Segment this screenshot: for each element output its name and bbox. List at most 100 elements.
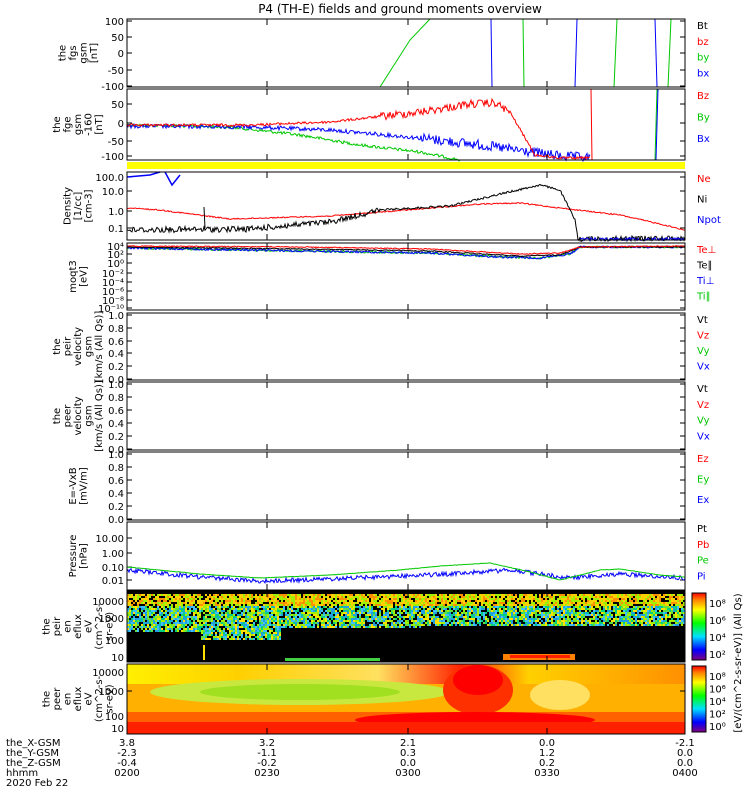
spectrogram-cell [249, 602, 251, 604]
y-tick-label: 50 [111, 100, 124, 111]
spectrogram-cell [583, 600, 585, 602]
spectrogram-cell [391, 626, 393, 628]
spectrogram-cell [579, 608, 581, 610]
spectrogram-cell [299, 598, 301, 600]
spectrogram-cell [461, 598, 463, 600]
spectrogram-cell [249, 604, 251, 606]
spectrogram-cell [447, 604, 449, 606]
spectrogram-cell [143, 618, 145, 620]
spectrogram-cell [655, 600, 657, 602]
spectrogram-cell [275, 598, 277, 600]
spectrogram-cell [181, 626, 183, 628]
spectrogram-cell [449, 596, 451, 598]
spectrogram-cell [609, 618, 611, 620]
spectrogram-cell [259, 606, 261, 608]
spectrogram-cell [403, 602, 405, 604]
spectrogram-cell [261, 614, 263, 616]
spectrogram-cell [411, 612, 413, 614]
spectrogram-cell [133, 606, 135, 608]
spectrogram-cell [459, 600, 461, 602]
spectrogram-cell [669, 600, 671, 602]
spectrogram-cell [305, 614, 307, 616]
spectrogram-cell [595, 602, 597, 604]
spectrogram-cell [373, 622, 375, 624]
spectrogram-cell [659, 604, 661, 606]
spectrogram-cell [493, 596, 495, 598]
spectrogram-cell [205, 630, 207, 632]
spectrogram-cell [259, 610, 261, 612]
panel-frame [126, 451, 686, 521]
spectrogram-cell [475, 616, 477, 618]
spectrogram-cell [489, 594, 491, 596]
spectrogram-cell [421, 604, 423, 606]
spectrogram-cell [601, 594, 603, 596]
spectrogram-cell [501, 606, 503, 608]
y-tick-label: 0.8 [108, 463, 124, 474]
spectrogram-cell [267, 596, 269, 598]
spectrogram-cell [127, 596, 129, 598]
spectrogram-cell [167, 616, 169, 618]
spectrogram-cell [197, 602, 199, 604]
spectrogram-cell [127, 618, 129, 620]
spectrogram-cell [159, 628, 161, 630]
spectrogram-cell [275, 626, 277, 628]
spectrogram-cell [431, 594, 433, 596]
spectrogram-cell [385, 606, 387, 608]
spectrogram-cell [519, 594, 521, 596]
spectrogram-cell [585, 612, 587, 614]
spectrogram-cell [355, 602, 357, 604]
spectrogram-cell [329, 622, 331, 624]
spectrogram-cell [333, 600, 335, 602]
spectrogram-cell [165, 598, 167, 600]
spectrogram-cell [503, 610, 505, 612]
spectrogram-cell [607, 614, 609, 616]
spectrogram-cell [199, 598, 201, 600]
spectrogram-cell [153, 624, 155, 626]
spectrogram-cell [213, 620, 215, 622]
spectrogram-cell [241, 618, 243, 620]
spectrogram-cell [629, 600, 631, 602]
spectrogram-cell [535, 618, 537, 620]
panel-frame [126, 663, 686, 735]
spectrogram-cell [491, 620, 493, 622]
spectrogram-cell [661, 596, 663, 598]
spectrogram-cell [567, 624, 569, 626]
spectrogram-cell [487, 624, 489, 626]
spectrogram-cell [491, 616, 493, 618]
spectrogram-cell [623, 606, 625, 608]
spectrogram-cell [607, 608, 609, 610]
spectrogram-cell [289, 594, 291, 596]
spectrogram-cell [243, 630, 245, 632]
spectrogram-cell [345, 608, 347, 610]
spectrogram-cell [635, 600, 637, 602]
spectrogram-cell [605, 598, 607, 600]
spectrogram-cell [561, 608, 563, 610]
spectrogram-cell [527, 594, 529, 596]
spectrogram-cell [241, 636, 243, 638]
spectrogram-cell [413, 622, 415, 624]
spectrogram-cell [271, 636, 273, 638]
spectrogram-cell [375, 616, 377, 618]
spectrogram-cell [191, 598, 193, 600]
spectrogram-cell [299, 616, 301, 618]
spectrogram-cell [159, 612, 161, 614]
spectrogram-cell [637, 616, 639, 618]
spectrogram-cell [519, 598, 521, 600]
spectrogram-cell [129, 630, 131, 632]
spectrogram-cell [265, 610, 267, 612]
spectrogram-cell [405, 622, 407, 624]
spectrogram-cell [261, 632, 263, 634]
spectrogram-cell [335, 624, 337, 626]
spectrogram-cell [675, 616, 677, 618]
spectrogram-cell [525, 624, 527, 626]
spectrogram-cell [621, 594, 623, 596]
spectrogram-cell [257, 638, 259, 640]
spectrogram-cell [415, 602, 417, 604]
spectrogram-cell [409, 610, 411, 612]
spectrogram-cell [643, 618, 645, 620]
spectrogram-cell [337, 614, 339, 616]
y-tick-label: 0.8 [108, 324, 124, 335]
spectrogram-cell [167, 596, 169, 598]
spectrogram-cell [417, 618, 419, 620]
spectrogram-cell [225, 624, 227, 626]
